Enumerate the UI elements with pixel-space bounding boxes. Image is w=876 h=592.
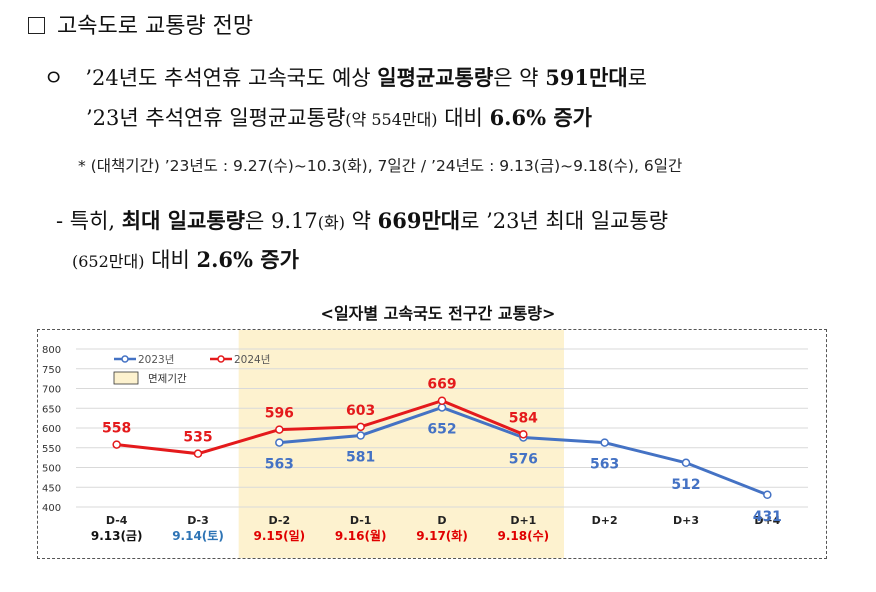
data-point	[600, 438, 609, 447]
data-point	[437, 396, 447, 405]
data-point	[275, 425, 284, 434]
data-label: 535	[183, 430, 212, 446]
traffic-line-chart: 800 750 700 650 600 550 500 450 400 D-4 9.13(금) D-3…	[42, 330, 808, 558]
data-label: 581	[346, 450, 375, 466]
legend-label: 2023년	[138, 354, 174, 366]
x-tick-label: D-3	[187, 514, 209, 527]
x-date-label: 9.17(화)	[416, 528, 468, 543]
x-date-label: 9.18(수)	[498, 529, 550, 543]
x-tick-label: D-4	[106, 514, 128, 527]
x-tick-label: D	[437, 514, 446, 527]
y-tick-label: 800	[42, 345, 61, 356]
paragraph-1-line-2: ’23년 추석연휴 일평균교통량(약 554만대) 대비 6.6% 증가	[86, 102, 592, 132]
period-note: * (대책기간) ’23년도 : 9.27(수)~10.3(화), 7일간 / …	[78, 157, 683, 175]
x-date-label: 9.15(일)	[254, 529, 306, 543]
data-point	[356, 431, 365, 440]
data-label: 558	[102, 421, 131, 437]
small-segment: (약 554만대)	[345, 110, 438, 129]
data-point	[437, 403, 447, 412]
data-label: 512	[671, 477, 700, 493]
bold-segment: 591만대	[545, 65, 628, 90]
paragraph-2-line-1: - 특히, 최대 일교통량은 9.17(화) 약 669만대로 ’23년 최대 …	[56, 205, 668, 235]
y-tick-label: 750	[42, 365, 61, 376]
data-point	[275, 438, 284, 447]
data-label: 596	[265, 406, 294, 422]
x-tick-label: D-2	[269, 514, 291, 527]
data-label: 584	[509, 410, 538, 426]
data-label: 603	[346, 403, 375, 419]
series-line-2024년	[116, 399, 524, 456]
bullet-symbol: ㅇ	[44, 66, 64, 90]
chart-frame: 800 750 700 650 600 550 500 450 400 D-4 9.13(금) D-3…	[37, 329, 827, 559]
data-point	[763, 490, 772, 500]
bold-segment: 669만대	[377, 208, 461, 233]
data-label: 576	[509, 451, 538, 467]
legend-label: 2024년	[234, 354, 270, 366]
y-tick-label: 400	[42, 503, 61, 514]
highlight-band	[238, 330, 564, 558]
legend-highlight-swatch	[113, 371, 139, 385]
legend-highlight-label: 면제기간	[148, 373, 187, 385]
legend-marker	[217, 355, 225, 363]
x-tick-label: D+4	[754, 514, 780, 527]
checkbox-square-icon	[28, 17, 45, 34]
text-segment: ’23년 추석연휴 일평균교통량	[86, 106, 346, 130]
data-label: 563	[590, 457, 619, 473]
y-tick-label: 500	[42, 464, 61, 475]
y-tick-label: 550	[42, 444, 61, 455]
bold-segment: 일평균교통량	[377, 65, 494, 90]
data-label: 431	[753, 509, 782, 525]
bold-segment: 6.6% 증가	[489, 105, 593, 130]
small-segment: (화)	[317, 213, 345, 232]
text-segment: 은 9.17	[245, 209, 318, 233]
bold-segment: 2.6% 증가	[196, 247, 299, 272]
y-tick-label: 600	[42, 424, 61, 435]
text-segment: 약	[344, 209, 378, 233]
x-date-label: 9.14(토)	[172, 529, 224, 543]
data-label: 669	[427, 377, 456, 393]
data-point	[681, 458, 691, 468]
section-title: 고속도로 교통량 전망	[28, 8, 253, 40]
text-segment: 대비	[144, 248, 197, 272]
y-tick-label: 450	[42, 483, 61, 494]
x-date-label: 9.16(월)	[335, 528, 387, 543]
data-label: 652	[427, 421, 456, 437]
text-segment: 로	[627, 66, 647, 90]
x-tick-label: D+2	[592, 514, 618, 527]
legend-marker	[121, 355, 129, 363]
data-label: 563	[265, 457, 294, 473]
section-heading: 고속도로 교통량 전망	[57, 14, 254, 39]
x-tick-label: D+1	[510, 514, 536, 527]
x-date-label: 9.13(금)	[91, 529, 143, 543]
text-segment: 대비	[437, 106, 490, 130]
y-tick-label: 650	[42, 404, 61, 415]
x-tick-label: D+3	[673, 514, 699, 527]
paragraph-1-line-1: ㅇ ’24년도 추석연휴 고속국도 예상 일평균교통량은 약 591만대로	[44, 62, 647, 92]
text-segment: 로 ’23년 최대 일교통량	[460, 209, 669, 233]
data-point	[519, 430, 528, 439]
data-point	[112, 440, 121, 449]
text-segment: 은 약	[493, 66, 546, 90]
y-tick-label: 700	[42, 385, 61, 396]
chart-title: <일자별 고속국도 전구간 교통량>	[320, 304, 556, 323]
bold-segment: 최대 일교통량	[121, 208, 245, 233]
text-segment: ’24년도 추석연휴 고속국도 예상	[85, 66, 378, 90]
paragraph-2-line-2: (652만대) 대비 2.6% 증가	[72, 244, 299, 274]
x-tick-label: D-1	[350, 514, 372, 527]
small-segment: (652만대)	[72, 252, 145, 271]
data-point	[356, 422, 365, 432]
data-point	[193, 449, 203, 458]
text-segment: - 특히,	[56, 209, 122, 233]
